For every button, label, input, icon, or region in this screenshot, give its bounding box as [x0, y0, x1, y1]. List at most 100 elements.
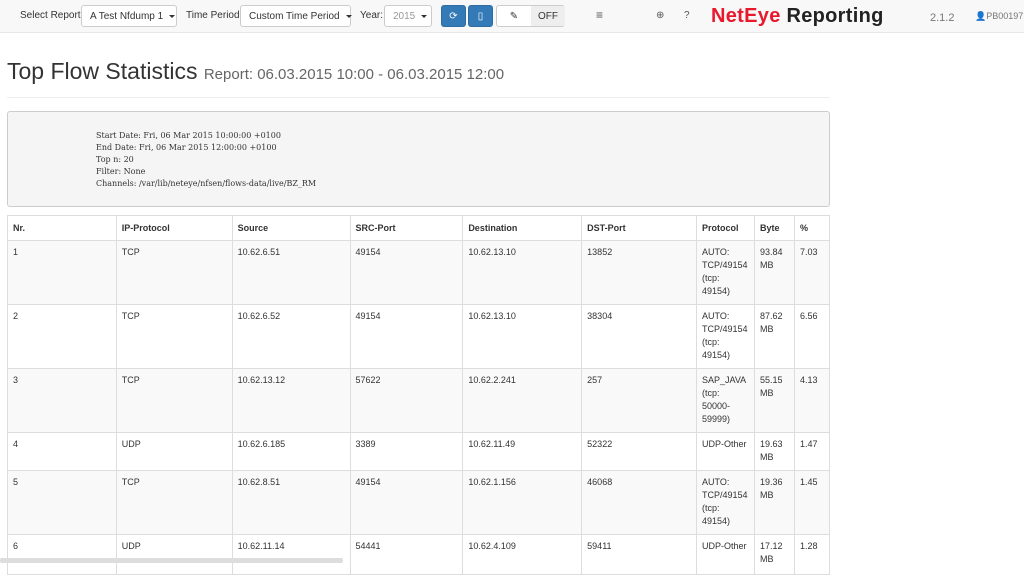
- column-header: Byte: [753, 215, 795, 241]
- report-value: A Test Nfdump 1: [90, 11, 164, 22]
- flow-table: Nr. IP-Protocol Source SRC-Port Destination D…: [7, 215, 831, 575]
- column-header: Destination: [462, 215, 583, 241]
- table-cell: 1: [7, 240, 117, 305]
- table-cell: 59411: [581, 534, 697, 575]
- column-header: IP-Protocol: [115, 215, 233, 241]
- table-cell: 10.62.6.185: [231, 432, 351, 471]
- top-toolbar: Select Report: A Test Nfdump 1 Time Peri…: [0, 0, 1024, 33]
- table-cell: 55.15 MB: [753, 368, 795, 433]
- user-name: PB00197: [986, 11, 1024, 21]
- report-info: Start Date: Fri, 06 Mar 2015 10:00:00 +0…: [7, 111, 830, 207]
- table-cell: 10.62.6.51: [231, 240, 351, 305]
- table-cell: TCP: [115, 368, 233, 433]
- year-label: Year:: [360, 10, 383, 21]
- table-cell: 54441: [349, 534, 464, 575]
- edit-toggle[interactable]: ✎ OFF: [496, 5, 565, 27]
- chevron-down-icon: [345, 14, 352, 18]
- table-cell: TCP: [115, 304, 233, 369]
- table-row: 3 TCP 10.62.13.12 57622 10.62.2.241 257 SAP_JA…: [7, 368, 831, 433]
- table-cell: 10.62.11.49: [462, 432, 583, 471]
- table-cell: 4.13: [793, 368, 831, 433]
- table-cell: 10.62.4.109: [462, 534, 583, 575]
- table-cell: 49154: [349, 304, 464, 369]
- table-cell: 13852: [581, 240, 697, 305]
- table-cell: 17.12 MB: [753, 534, 795, 575]
- table-cell: 52322: [581, 432, 697, 471]
- table-cell: 10.62.8.51: [231, 470, 351, 535]
- column-header: %: [793, 215, 831, 241]
- table-cell: 19.36 MB: [753, 470, 795, 535]
- globe-icon[interactable]: ⊕: [656, 10, 665, 21]
- table-cell: 3: [7, 368, 117, 433]
- brand-logo: NetEye Reporting: [711, 5, 884, 28]
- table-row: 5 TCP 10.62.8.51 49154 10.62.1.156 46068 AUTO:…: [7, 470, 831, 535]
- user-icon: 👤: [975, 11, 987, 21]
- table-cell: 93.84 MB: [753, 240, 795, 305]
- table-cell: 10.62.1.156: [462, 470, 583, 535]
- table-cell: 87.62 MB: [753, 304, 795, 369]
- table-cell: 10.62.13.12: [231, 368, 351, 433]
- pdf-icon: ▯: [477, 11, 484, 22]
- time-period-value: Custom Time Period: [249, 11, 340, 22]
- table-cell: 46068: [581, 470, 697, 535]
- table-row: 4 UDP 10.62.6.185 3389 10.62.11.49 52322 UDP-O…: [7, 432, 831, 471]
- year-dropdown[interactable]: 2015: [384, 5, 432, 27]
- table-cell: 6.56: [793, 304, 831, 369]
- select-report-label: Select Report:: [20, 10, 84, 21]
- table-cell: UDP-Other: [695, 534, 755, 575]
- title: Top Flow Statistics: [7, 58, 198, 84]
- column-header: Protocol: [695, 215, 755, 241]
- table-cell: 4: [7, 432, 117, 471]
- table-cell: SAP_JAVA (tcp: 50000-59999): [695, 368, 755, 433]
- table-cell: UDP: [115, 534, 233, 575]
- pdf-button[interactable]: ▯: [468, 5, 493, 27]
- table-cell: 49154: [349, 470, 464, 535]
- refresh-icon: ⟳: [449, 11, 458, 22]
- version: 2.1.2: [930, 12, 955, 24]
- table-cell: AUTO: TCP/49154 (tcp: 49154): [695, 240, 755, 305]
- table-cell: UDP: [115, 432, 233, 471]
- table-cell: UDP-Other: [695, 432, 755, 471]
- table-cell: TCP: [115, 240, 233, 305]
- column-header: Source: [231, 215, 351, 241]
- brand-dark: Reporting: [780, 5, 884, 27]
- table-cell: 257: [581, 368, 697, 433]
- table-row: 1 TCP 10.62.6.51 49154 10.62.13.10 13852 AUTO:…: [7, 240, 831, 305]
- table-row: 6 UDP 10.62.11.14 54441 10.62.4.109 59411 UDP-…: [7, 534, 831, 575]
- table-cell: 5: [7, 470, 117, 535]
- table-cell: 49154: [349, 240, 464, 305]
- menu-icon[interactable]: ≡: [596, 8, 604, 22]
- table-cell: 2: [7, 304, 117, 369]
- table-cell: 1.28: [793, 534, 831, 575]
- table-cell: 1.47: [793, 432, 831, 471]
- toggle-off-label: OFF: [531, 6, 565, 26]
- table-cell: 10.62.13.10: [462, 304, 583, 369]
- pencil-icon: ✎: [509, 11, 519, 22]
- table-cell: 57622: [349, 368, 464, 433]
- table-cell: 1.45: [793, 470, 831, 535]
- column-header: Nr.: [7, 215, 117, 241]
- table-cell: 7.03: [793, 240, 831, 305]
- time-period-label: Time Period:: [186, 10, 243, 21]
- table-cell: 10.62.13.10: [462, 240, 583, 305]
- help-icon[interactable]: ?: [684, 10, 690, 21]
- user-menu[interactable]: 👤PB00197: [975, 11, 1023, 22]
- table-cell: 19.63 MB: [753, 432, 795, 471]
- report-dropdown[interactable]: A Test Nfdump 1: [81, 5, 177, 27]
- time-period-dropdown[interactable]: Custom Time Period: [240, 5, 352, 27]
- table-cell: 10.62.11.14: [231, 534, 351, 575]
- table-cell: 10.62.6.52: [231, 304, 351, 369]
- table-row: 2 TCP 10.62.6.52 49154 10.62.13.10 38304 AUTO:…: [7, 304, 831, 369]
- table-cell: 38304: [581, 304, 697, 369]
- table-cell: AUTO: TCP/49154 (tcp: 49154): [695, 470, 755, 535]
- table-cell: 6: [7, 534, 117, 575]
- horizontal-scrollbar[interactable]: [0, 558, 343, 563]
- column-header: DST-Port: [581, 215, 697, 241]
- year-value: 2015: [393, 11, 416, 22]
- chevron-down-icon: [169, 14, 176, 18]
- refresh-button[interactable]: ⟳: [441, 5, 466, 27]
- table-cell: AUTO: TCP/49154 (tcp: 49154): [695, 304, 755, 369]
- subtitle: Report: 06.03.2015 10:00 - 06.03.2015 12…: [203, 66, 505, 83]
- table-cell: TCP: [115, 470, 233, 535]
- divider: [7, 97, 830, 98]
